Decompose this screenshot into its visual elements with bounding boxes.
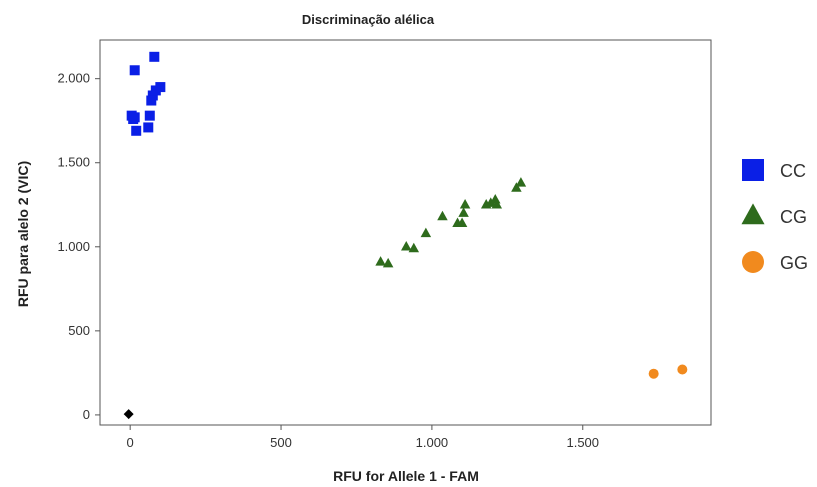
data-point-cg bbox=[408, 242, 420, 253]
x-tick-label: 0 bbox=[127, 435, 134, 450]
legend-marker-gg bbox=[742, 251, 764, 273]
y-axis-title: RFU para alelo 2 (VIC) bbox=[15, 161, 31, 307]
x-tick-label: 500 bbox=[270, 435, 292, 450]
legend-label-cc: CC bbox=[780, 161, 806, 181]
data-point-cg bbox=[375, 256, 386, 266]
y-tick-label: 2.000 bbox=[57, 71, 90, 86]
data-point-cg bbox=[515, 177, 527, 187]
data-point-cc bbox=[149, 51, 160, 62]
y-tick-label: 0 bbox=[83, 407, 90, 422]
data-point-gg bbox=[648, 368, 659, 379]
data-point-cc bbox=[143, 122, 154, 133]
y-axis-ticks: 0 500 1.000 1.500 2.000 bbox=[57, 71, 100, 422]
data-point-cg bbox=[485, 197, 496, 207]
x-axis-title: RFU for Allele 1 - FAM bbox=[333, 468, 479, 484]
y-tick-label: 1.500 bbox=[57, 155, 90, 170]
chart-title: Discriminação alélica bbox=[302, 12, 435, 27]
y-tick-label: 1.000 bbox=[57, 239, 90, 254]
data-point-cg bbox=[420, 227, 432, 238]
data-point-cg bbox=[382, 257, 394, 268]
data-point-cg bbox=[459, 199, 471, 209]
x-tick-label: 1.000 bbox=[416, 435, 449, 450]
legend-marker-cc bbox=[742, 159, 764, 181]
data-point-cg bbox=[456, 217, 468, 228]
data-point-cc bbox=[147, 90, 158, 101]
data-point-cg bbox=[401, 241, 412, 251]
data-point-cg bbox=[437, 210, 448, 221]
legend: CC CG GG bbox=[741, 159, 808, 273]
y-tick-label: 500 bbox=[68, 323, 90, 338]
data-point-cc bbox=[129, 65, 140, 76]
data-point-cc bbox=[144, 110, 155, 121]
data-point-cc bbox=[131, 125, 142, 136]
data-point-cc bbox=[128, 114, 139, 125]
data-point-cg bbox=[511, 182, 522, 192]
data-point-ntc bbox=[123, 409, 134, 420]
x-axis-ticks: 0 500 1.000 1.500 bbox=[127, 425, 599, 450]
data-point-cc bbox=[146, 95, 157, 106]
legend-label-cg: CG bbox=[780, 207, 807, 227]
x-tick-label: 1.500 bbox=[566, 435, 599, 450]
legend-label-gg: GG bbox=[780, 253, 808, 273]
data-points bbox=[123, 51, 688, 420]
legend-marker-cg bbox=[741, 203, 765, 225]
data-point-cg bbox=[491, 199, 503, 209]
plot-area bbox=[99, 39, 712, 426]
data-point-cg bbox=[458, 207, 469, 217]
data-point-cc bbox=[155, 82, 166, 93]
data-point-gg bbox=[677, 364, 688, 375]
